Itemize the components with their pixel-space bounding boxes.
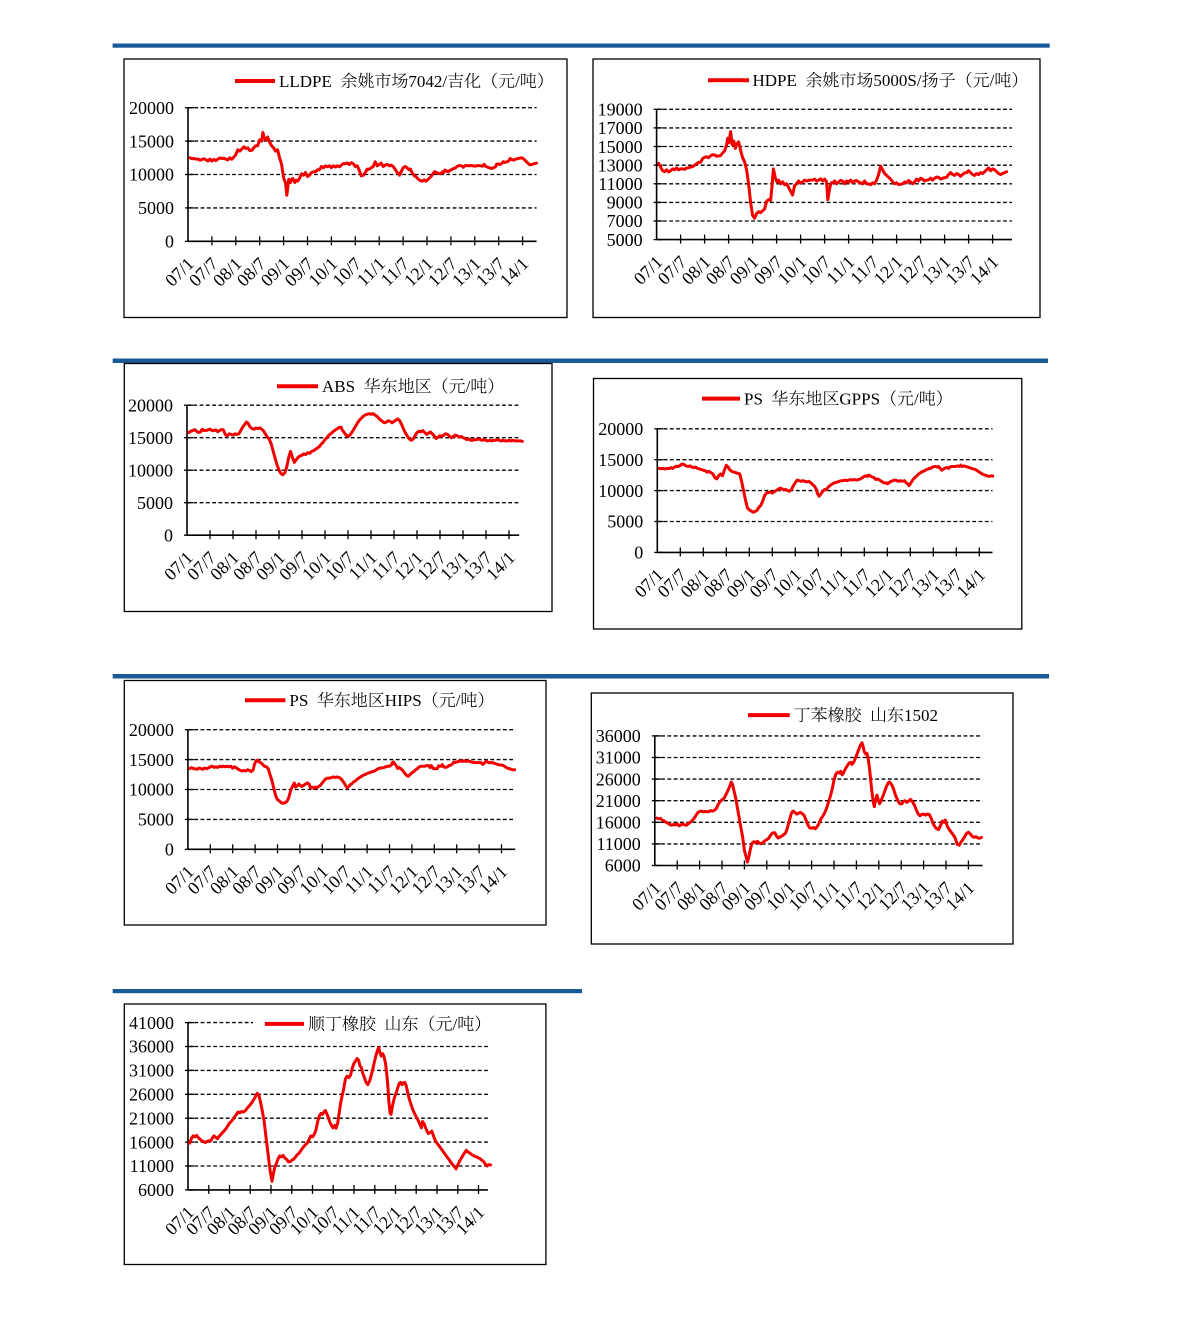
svg-text:0: 0 [165, 840, 174, 860]
svg-text:5000: 5000 [138, 810, 174, 830]
svg-text:20000: 20000 [129, 98, 174, 118]
svg-text:HIPS: HIPS [385, 691, 422, 710]
svg-text:HDPE: HDPE [753, 71, 797, 90]
svg-text:PS: PS [744, 390, 763, 409]
svg-text:15000: 15000 [129, 131, 174, 151]
svg-text:11000: 11000 [130, 1156, 174, 1176]
svg-text:0: 0 [164, 525, 173, 545]
svg-text:13000: 13000 [598, 155, 643, 175]
svg-text:15000: 15000 [128, 428, 173, 448]
svg-text:6000: 6000 [138, 1180, 174, 1200]
svg-text:16000: 16000 [596, 813, 641, 833]
svg-text:/: / [456, 691, 461, 710]
svg-text:26000: 26000 [596, 769, 641, 789]
svg-text:11000: 11000 [596, 834, 640, 854]
svg-text:ABS: ABS [322, 377, 355, 396]
svg-text:7042/: 7042/ [408, 72, 447, 91]
svg-text:10000: 10000 [129, 780, 174, 800]
svg-text:5000: 5000 [607, 230, 643, 250]
svg-text:20000: 20000 [129, 720, 174, 740]
svg-text:6000: 6000 [605, 856, 641, 876]
svg-text:41000: 41000 [129, 1013, 174, 1033]
svg-text:1502: 1502 [904, 706, 938, 725]
svg-text:15000: 15000 [598, 137, 643, 157]
svg-text:20000: 20000 [598, 419, 643, 439]
svg-text:36000: 36000 [129, 1037, 174, 1057]
svg-text:GPPS: GPPS [839, 390, 880, 409]
svg-text:21000: 21000 [129, 1108, 174, 1128]
svg-text:/: / [990, 71, 995, 90]
svg-text:/: / [515, 72, 520, 91]
svg-text:16000: 16000 [129, 1132, 174, 1152]
svg-text:10000: 10000 [598, 481, 643, 501]
svg-text:7000: 7000 [607, 211, 643, 231]
svg-text:5000S/: 5000S/ [873, 71, 921, 90]
svg-text:19000: 19000 [598, 100, 643, 120]
svg-text:15000: 15000 [598, 450, 643, 470]
svg-text:9000: 9000 [607, 193, 643, 213]
svg-text:17000: 17000 [598, 118, 643, 138]
svg-text:/: / [466, 377, 471, 396]
svg-text:PS: PS [289, 691, 308, 710]
svg-text:26000: 26000 [129, 1085, 174, 1105]
svg-text:5000: 5000 [138, 198, 174, 218]
svg-text:LLDPE: LLDPE [279, 72, 332, 91]
svg-text:5000: 5000 [607, 512, 643, 532]
svg-text:36000: 36000 [596, 726, 641, 746]
svg-text:31000: 31000 [596, 748, 641, 768]
svg-text:/: / [453, 1015, 458, 1034]
svg-text:21000: 21000 [596, 791, 641, 811]
svg-text:20000: 20000 [128, 395, 173, 415]
svg-text:10000: 10000 [129, 165, 174, 185]
svg-text:10000: 10000 [128, 460, 173, 480]
svg-text:15000: 15000 [129, 750, 174, 770]
svg-text:/: / [914, 390, 919, 409]
svg-text:0: 0 [634, 543, 643, 563]
svg-text:0: 0 [165, 232, 174, 252]
svg-text:31000: 31000 [129, 1061, 174, 1081]
svg-text:5000: 5000 [137, 493, 173, 513]
svg-text:11000: 11000 [598, 174, 642, 194]
